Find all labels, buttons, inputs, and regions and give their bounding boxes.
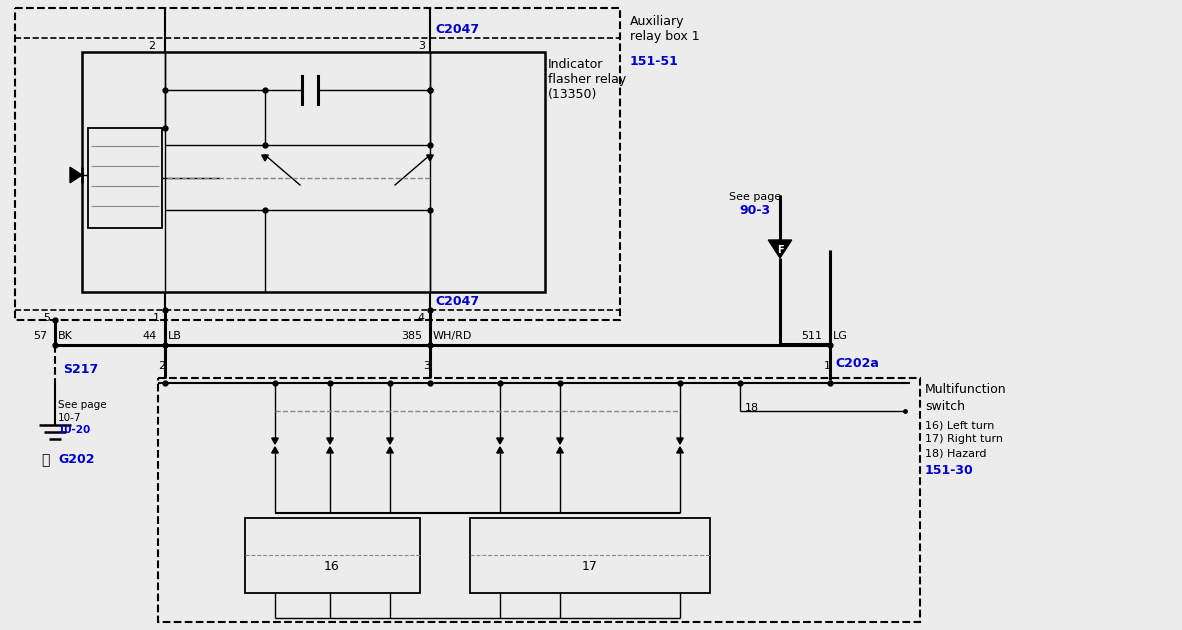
Text: WH/RD: WH/RD [433,331,473,341]
Text: 3: 3 [418,41,426,51]
Text: 44: 44 [143,331,157,341]
Text: 2: 2 [158,361,165,371]
Polygon shape [677,438,683,444]
Polygon shape [557,438,564,444]
Text: 10-20: 10-20 [58,425,91,435]
Polygon shape [557,447,564,453]
Text: 16) Left turn: 16) Left turn [926,420,994,430]
Polygon shape [427,155,434,161]
Text: See page: See page [729,192,781,202]
Polygon shape [326,447,333,453]
Polygon shape [272,447,278,453]
Polygon shape [70,167,82,183]
Text: 3: 3 [423,361,430,371]
Text: 385: 385 [401,331,422,341]
Polygon shape [261,155,268,161]
Text: 1: 1 [152,313,160,323]
Text: switch: switch [926,400,965,413]
Text: C2047: C2047 [435,23,479,36]
Text: 2: 2 [148,41,155,51]
Text: 57: 57 [33,331,47,341]
Text: S217: S217 [63,363,98,376]
Text: 151-51: 151-51 [630,55,678,68]
Polygon shape [677,447,683,453]
Text: LB: LB [168,331,182,341]
Text: BK: BK [58,331,73,341]
Polygon shape [272,438,278,444]
Text: relay box 1: relay box 1 [630,30,700,43]
Text: 18: 18 [745,403,759,413]
Polygon shape [496,447,504,453]
Text: 1: 1 [824,361,831,371]
Text: Multifunction: Multifunction [926,383,1007,396]
Polygon shape [326,438,333,444]
Text: 151-30: 151-30 [926,464,974,477]
Polygon shape [387,438,394,444]
Text: Indicator: Indicator [548,58,603,71]
Text: 90-3: 90-3 [740,204,771,217]
Text: 511: 511 [801,331,821,341]
Polygon shape [768,240,792,258]
Text: G202: G202 [58,453,95,466]
Polygon shape [387,447,394,453]
Text: F: F [777,245,784,255]
Text: 4: 4 [418,313,426,323]
Text: (13350): (13350) [548,88,597,101]
Text: 5: 5 [43,313,50,323]
Text: 10-7: 10-7 [58,413,82,423]
Text: ⏚: ⏚ [41,453,50,467]
Text: 16: 16 [324,561,340,573]
Text: See page: See page [58,400,106,410]
Text: C2047: C2047 [435,295,479,308]
Text: 17: 17 [582,561,598,573]
Text: C202a: C202a [834,357,879,370]
Text: 17) Right turn: 17) Right turn [926,434,1004,444]
Polygon shape [496,438,504,444]
Text: 18) Hazard: 18) Hazard [926,448,987,458]
Text: LG: LG [833,331,847,341]
Text: Auxiliary: Auxiliary [630,15,684,28]
Text: flasher relay: flasher relay [548,73,626,86]
